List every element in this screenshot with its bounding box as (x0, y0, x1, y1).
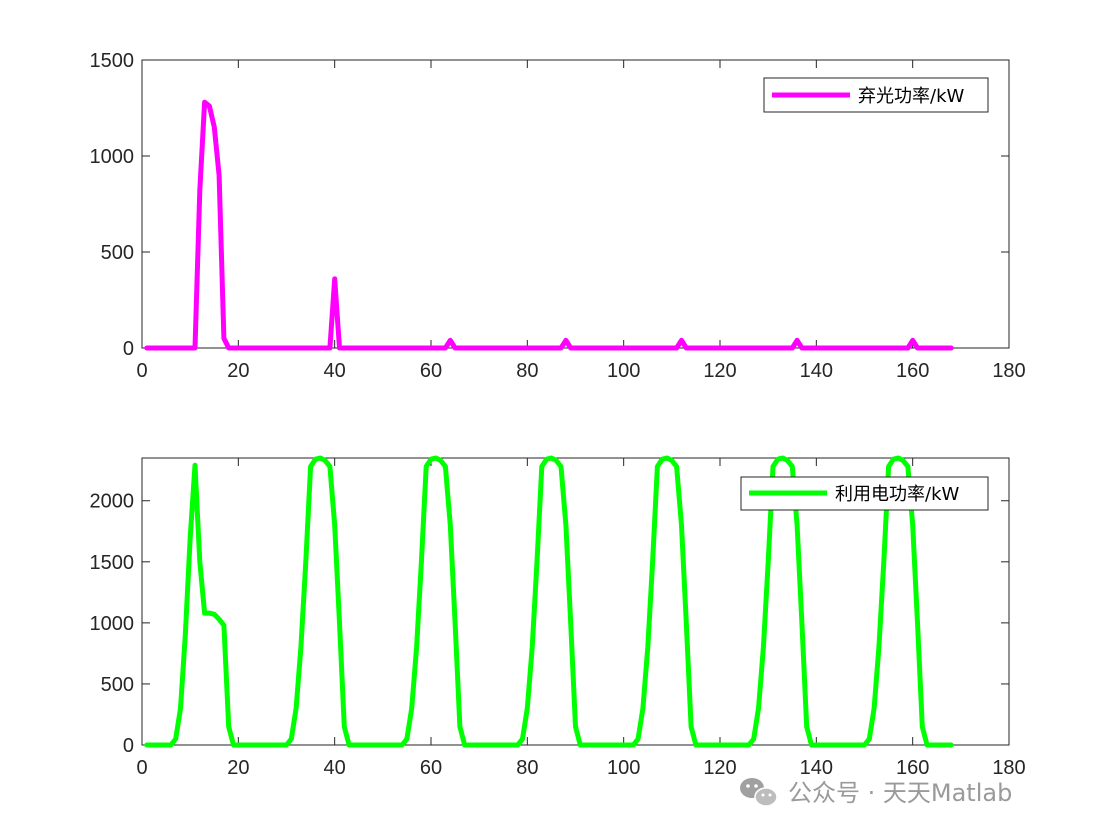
x-tick-label: 140 (800, 757, 833, 779)
x-tick-label: 100 (607, 757, 640, 779)
wechat-icon (740, 778, 778, 807)
watermark: 公众号 · 天天Matlab (740, 778, 1012, 807)
x-tick-label: 60 (420, 360, 442, 382)
bottom-axes-series (144, 455, 954, 748)
x-tick-label: 180 (992, 757, 1025, 779)
x-tick-label: 20 (227, 757, 249, 779)
x-tick-label: 140 (800, 360, 833, 382)
bottom-axes-ticks: 0 20 40 60 80 100 120 140 160 180 0 500 1000 1500 2000 (90, 458, 1026, 779)
y-tick-label: 1000 (90, 613, 135, 635)
top-axes: 0 20 40 60 80 100 120 140 160 180 0 500 1000 1500 弃光功… (90, 50, 1026, 382)
x-tick-label: 120 (703, 360, 736, 382)
x-tick-label: 40 (324, 757, 346, 779)
watermark-text: 公众号 · 天天Matlab (788, 779, 1012, 807)
x-tick-label: 180 (992, 360, 1025, 382)
top-axes-series (144, 99, 954, 351)
y-tick-label: 500 (101, 674, 134, 696)
bottom-axes: 0 20 40 60 80 100 120 140 160 180 0 500 1000 1500 2000… (90, 455, 1026, 779)
x-tick-label: 160 (896, 757, 929, 779)
series-line-0 (144, 455, 954, 748)
top-legend: 弃光功率/kW (763, 77, 989, 113)
y-tick-label: 1500 (90, 50, 135, 72)
x-tick-label: 0 (136, 360, 147, 382)
top-legend-label: 弃光功率/kW (858, 86, 964, 107)
y-tick-label: 500 (101, 242, 134, 264)
x-tick-label: 80 (516, 757, 538, 779)
x-tick-label: 100 (607, 360, 640, 382)
y-tick-label: 0 (123, 735, 134, 757)
y-tick-label: 2000 (90, 491, 135, 513)
series-line-0 (144, 99, 954, 351)
x-tick-label: 160 (896, 360, 929, 382)
x-tick-label: 80 (516, 360, 538, 382)
bottom-legend-label: 利用电功率/kW (835, 484, 959, 505)
y-tick-label: 0 (123, 338, 134, 360)
x-tick-label: 0 (136, 757, 147, 779)
x-tick-label: 60 (420, 757, 442, 779)
top-axes-ticks: 0 20 40 60 80 100 120 140 160 180 0 500 1000 1500 (90, 50, 1026, 382)
x-tick-label: 40 (324, 360, 346, 382)
x-tick-label: 20 (227, 360, 249, 382)
x-tick-label: 120 (703, 757, 736, 779)
y-tick-label: 1000 (90, 146, 135, 168)
y-tick-label: 1500 (90, 552, 135, 574)
bottom-legend: 利用电功率/kW (740, 476, 989, 511)
